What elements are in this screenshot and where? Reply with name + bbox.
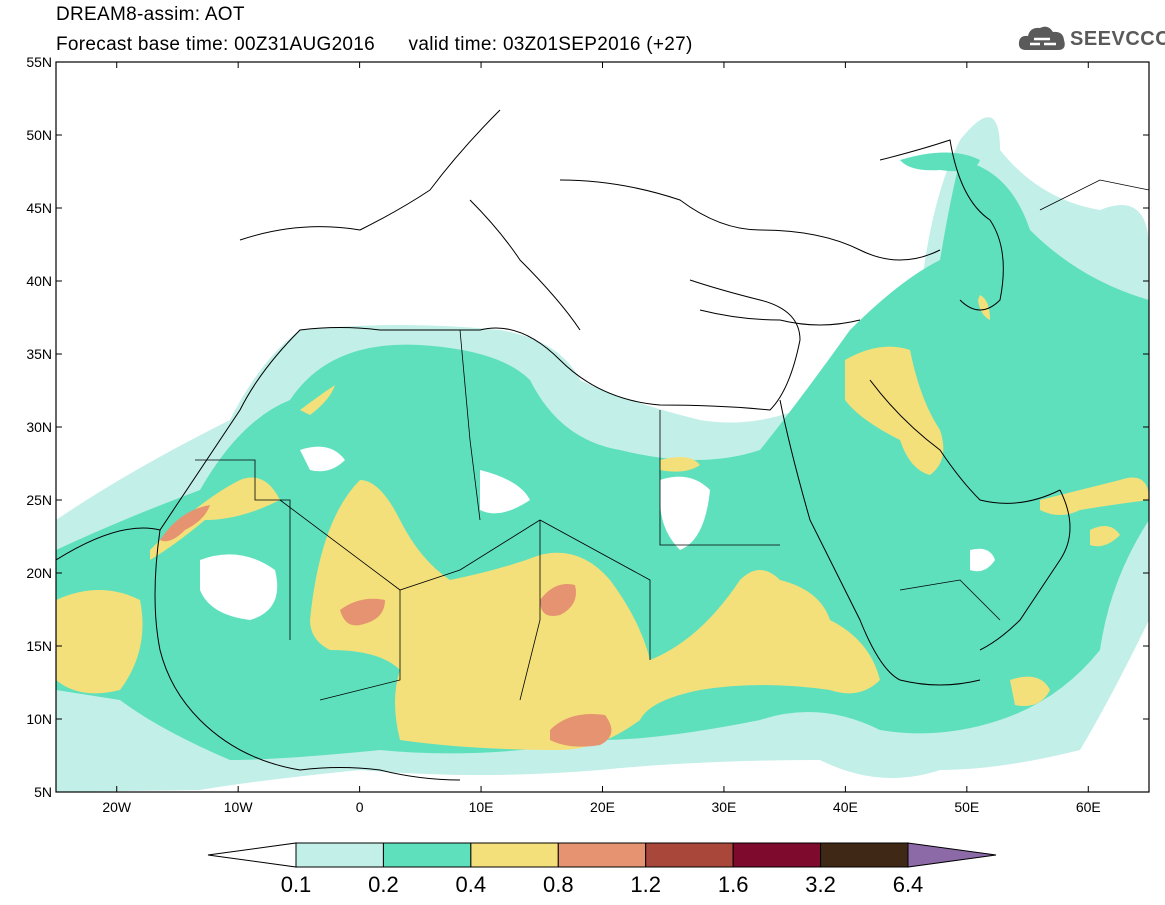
lat-label: 10N [26,711,52,727]
lat-label: 45N [26,200,52,216]
colorbar: 0.1 0.2 0.4 0.8 1.2 1.6 3.2 6.4 [207,842,997,897]
lon-label: 50E [954,799,979,815]
lon-label: 10E [469,799,494,815]
colorbar-label: 3.2 [805,872,836,897]
lon-label: 10W [224,799,254,815]
aot-clear-areas [200,446,995,620]
lon-label: 0 [356,799,364,815]
lat-label: 50N [26,127,52,143]
colorbar-label: 1.2 [630,872,661,897]
lat-label: 25N [26,492,52,508]
lon-label: 60E [1076,799,1101,815]
seevccc-logo: SEEVCCC [1018,22,1165,56]
aot-field [56,62,1149,792]
colorbar-segment [732,842,822,868]
cloud-icon [1018,26,1065,50]
lat-label: 35N [26,346,52,362]
logo-text: SEEVCCC [1070,28,1165,50]
colorbar-min-arrow [207,842,297,868]
colorbar-segment [645,842,734,868]
colorbar-label: 0.2 [368,872,399,897]
latitude-axis: 55N 50N 45N 40N 35N 30N 25N 20N 15N 10N 5N [26,54,1149,800]
lat-label: 5N [34,784,52,800]
longitude-axis: 20W 10W 0 10E 20E 30E 40E 50E 60E [102,62,1101,815]
lon-label: 20E [590,799,615,815]
lat-label: 30N [26,419,52,435]
lat-label: 55N [26,54,52,70]
lat-label: 15N [26,638,52,654]
colorbar-segment [557,842,647,868]
aot-contour-0.4 [56,295,1149,750]
lon-label: 20W [102,799,132,815]
colorbar-segment [295,842,384,868]
colorbar-label: 0.8 [543,872,574,897]
country-borders [195,179,1149,701]
coastlines [56,109,1071,781]
lat-label: 40N [26,273,52,289]
lat-label: 20N [26,565,52,581]
colorbar-label: 6.4 [893,872,924,897]
colorbar-max-arrow [907,842,997,868]
aot-contour-0.8 [160,505,612,747]
colorbar-segment [470,842,559,868]
colorbar-segment [382,842,472,868]
colorbar-segment [820,842,909,868]
time-info: Forecast base time: 00Z31AUG2016 valid t… [56,34,693,56]
colorbar-label: 0.1 [281,872,312,897]
colorbar-label: 0.4 [456,872,487,897]
lon-label: 30E [711,799,736,815]
valid-time-label: valid time: 03Z01SEP2016 (+27) [408,34,693,55]
colorbar-label: 1.6 [718,872,749,897]
map-title: DREAM8-assim: AOT [56,4,245,25]
lon-label: 40E [833,799,858,815]
base-time-label: Forecast base time: 00Z31AUG2016 [56,34,376,55]
